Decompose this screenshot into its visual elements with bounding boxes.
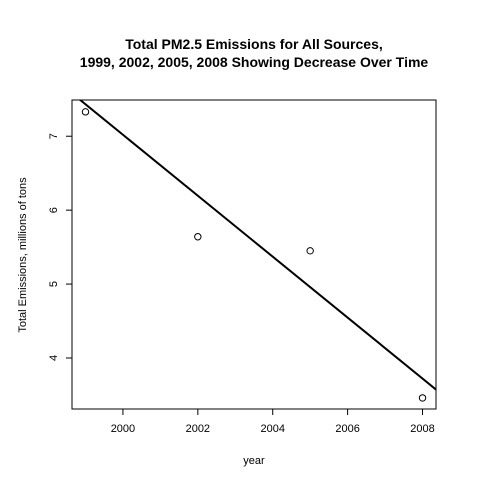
y-tick-label: 7 <box>48 133 60 139</box>
points-layer <box>81 108 427 402</box>
data-point <box>81 108 90 116</box>
x-tick-label: 2000 <box>111 423 135 435</box>
data-point <box>194 233 202 241</box>
y-tick-label: 5 <box>48 281 60 287</box>
y-tick-label: 6 <box>48 207 60 213</box>
y-axis: 4 5 6 7 <box>48 133 72 361</box>
y-tick-label: 4 <box>48 355 60 361</box>
trend-layer <box>78 100 436 391</box>
x-tick-label: 2002 <box>186 423 210 435</box>
data-point <box>418 394 427 402</box>
data-point <box>306 247 314 255</box>
trend-line <box>78 100 436 391</box>
x-tick-label: 2008 <box>410 423 434 435</box>
chart-title-line-1: Total PM2.5 Emissions for All Sources, <box>125 36 383 52</box>
y-axis-label: Total Emissions, millions of tons <box>17 177 29 333</box>
x-axis-label: year <box>243 455 265 467</box>
x-tick-label: 2006 <box>335 423 359 435</box>
plot-frame <box>71 99 437 410</box>
x-tick-label: 2004 <box>260 423 284 435</box>
x-axis: 2000 2002 2004 2006 2008 <box>111 409 435 435</box>
chart-title-line-2: 1999, 2002, 2005, 2008 Showing Decrease … <box>80 54 429 70</box>
